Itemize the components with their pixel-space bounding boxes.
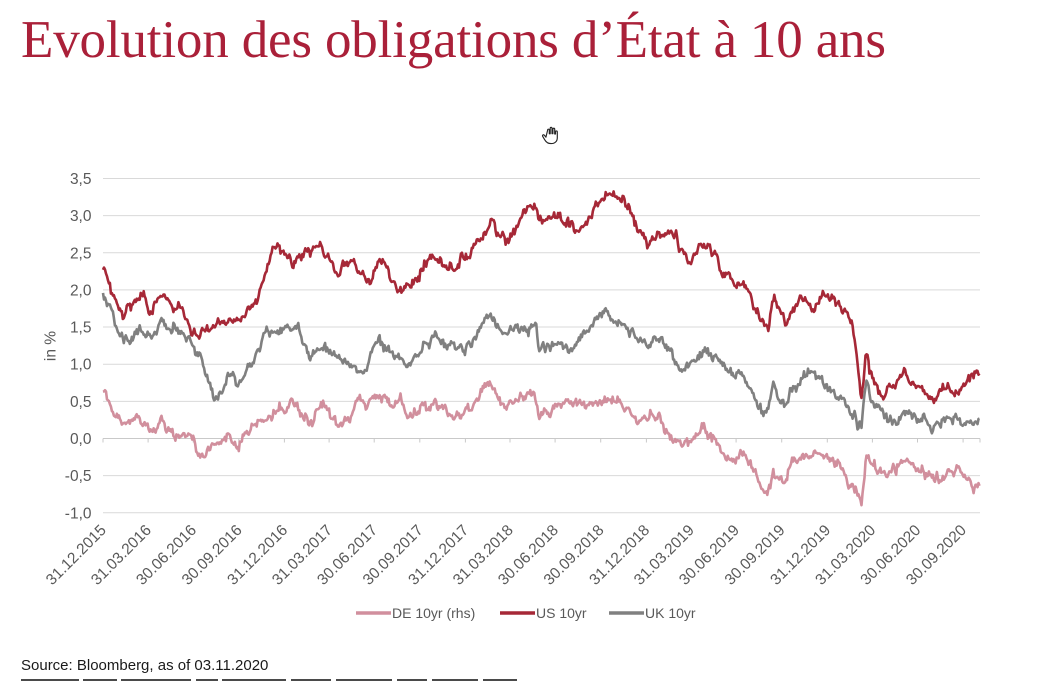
svg-text:1,0: 1,0 [70,357,92,374]
svg-text:0,5: 0,5 [70,394,92,411]
svg-text:1,5: 1,5 [70,320,92,337]
svg-text:2,0: 2,0 [70,282,92,299]
svg-text:3,0: 3,0 [70,208,92,225]
svg-text:DE 10yr (rhs): DE 10yr (rhs) [392,605,475,621]
svg-text:-0,5: -0,5 [65,468,92,485]
svg-text:in %: in % [43,331,60,361]
svg-text:2,5: 2,5 [70,245,92,262]
svg-text:0,0: 0,0 [70,431,92,448]
svg-text:-1,0: -1,0 [65,505,92,522]
svg-text:US 10yr: US 10yr [536,605,587,621]
svg-text:3,5: 3,5 [70,171,92,188]
svg-text:UK 10yr: UK 10yr [645,605,696,621]
